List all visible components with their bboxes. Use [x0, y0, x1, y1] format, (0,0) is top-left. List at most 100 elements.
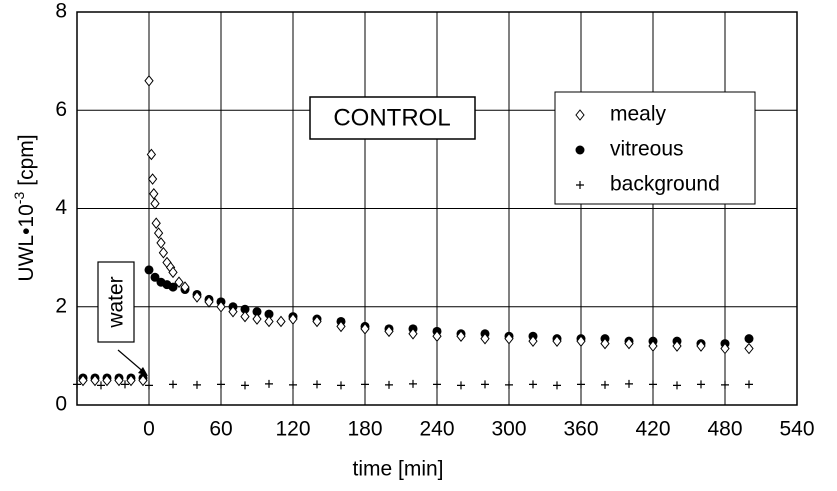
marker — [144, 265, 154, 275]
y-label-main: UWL•10 — [15, 204, 38, 281]
marker — [361, 380, 369, 389]
marker — [745, 380, 753, 389]
x-tick-label: 240 — [419, 418, 454, 441]
marker — [409, 379, 417, 388]
marker — [481, 380, 489, 389]
marker — [576, 181, 584, 189]
marker — [408, 327, 418, 340]
annotation-box — [309, 96, 476, 140]
marker — [601, 380, 609, 389]
marker — [433, 380, 441, 389]
marker — [575, 109, 585, 121]
marker — [336, 320, 346, 333]
marker — [149, 187, 159, 200]
marker — [174, 276, 184, 288]
marker — [193, 380, 201, 389]
marker — [337, 381, 345, 390]
marker — [168, 282, 178, 292]
legend-label: mealy — [610, 103, 667, 126]
y-tick-label: 8 — [55, 0, 67, 23]
marker — [204, 296, 214, 308]
marker — [126, 374, 136, 387]
x-tick-label: 300 — [491, 418, 526, 441]
marker — [78, 374, 88, 387]
marker — [648, 340, 658, 352]
marker — [156, 237, 166, 249]
marker — [288, 313, 298, 325]
marker — [720, 342, 730, 355]
marker — [552, 335, 562, 347]
marker — [553, 381, 561, 390]
marker — [114, 374, 124, 387]
y-label-unit: [cpm] — [15, 134, 38, 185]
marker — [744, 342, 754, 355]
y-label-sup: -3 — [11, 192, 27, 205]
legend-box — [554, 91, 756, 205]
marker — [313, 380, 321, 389]
marker — [73, 380, 81, 389]
marker — [90, 374, 100, 387]
marker — [457, 381, 465, 390]
marker — [228, 305, 238, 318]
annotation: water — [105, 276, 128, 328]
marker — [252, 307, 262, 317]
marker — [151, 217, 161, 230]
y-tick-label: 0 — [55, 393, 67, 416]
marker — [102, 374, 112, 387]
marker — [672, 340, 682, 352]
plot-frame — [76, 11, 798, 406]
marker — [624, 337, 634, 350]
marker — [600, 337, 610, 350]
marker — [385, 380, 393, 389]
marker — [240, 310, 250, 323]
y-tick-label: 6 — [55, 98, 67, 121]
marker — [276, 315, 286, 328]
marker — [265, 379, 273, 388]
marker — [649, 380, 657, 389]
marker — [721, 380, 729, 389]
marker — [97, 381, 105, 390]
marker — [146, 148, 157, 161]
water-annotation: water — [97, 261, 148, 376]
y-tick-label: 4 — [55, 196, 67, 219]
x-tick-label: 60 — [209, 418, 232, 441]
marker — [673, 381, 681, 390]
plot-area — [76, 11, 798, 406]
marker — [241, 381, 249, 390]
marker — [180, 281, 190, 293]
x-tick-label: 420 — [635, 418, 670, 441]
marker — [575, 145, 585, 155]
arrow-head — [138, 367, 148, 376]
x-tick-label: 540 — [779, 418, 814, 441]
marker — [289, 380, 297, 389]
marker — [456, 330, 466, 343]
marker — [145, 381, 153, 390]
x-tick-label: 0 — [143, 418, 155, 441]
marker — [217, 380, 225, 389]
marker — [168, 266, 178, 279]
annotation-box — [97, 261, 135, 343]
legend-label: background — [610, 173, 720, 196]
marker — [625, 379, 633, 388]
legend: mealy vitreous background — [554, 91, 756, 205]
x-tick-label: 180 — [347, 418, 382, 441]
marker — [504, 332, 514, 345]
y-tick-label: 2 — [55, 294, 67, 317]
marker — [150, 272, 160, 282]
marker — [360, 323, 370, 335]
marker — [432, 330, 442, 343]
marker — [153, 227, 164, 239]
marker — [480, 332, 490, 345]
marker — [744, 334, 754, 344]
marker — [121, 380, 129, 389]
marker — [158, 246, 169, 259]
marker — [505, 380, 513, 389]
marker — [696, 340, 706, 352]
marker — [529, 380, 537, 389]
marker — [192, 291, 202, 303]
marker — [144, 74, 154, 87]
annotation: CONTROL — [333, 104, 450, 131]
marker — [240, 304, 250, 314]
marker — [169, 380, 177, 389]
